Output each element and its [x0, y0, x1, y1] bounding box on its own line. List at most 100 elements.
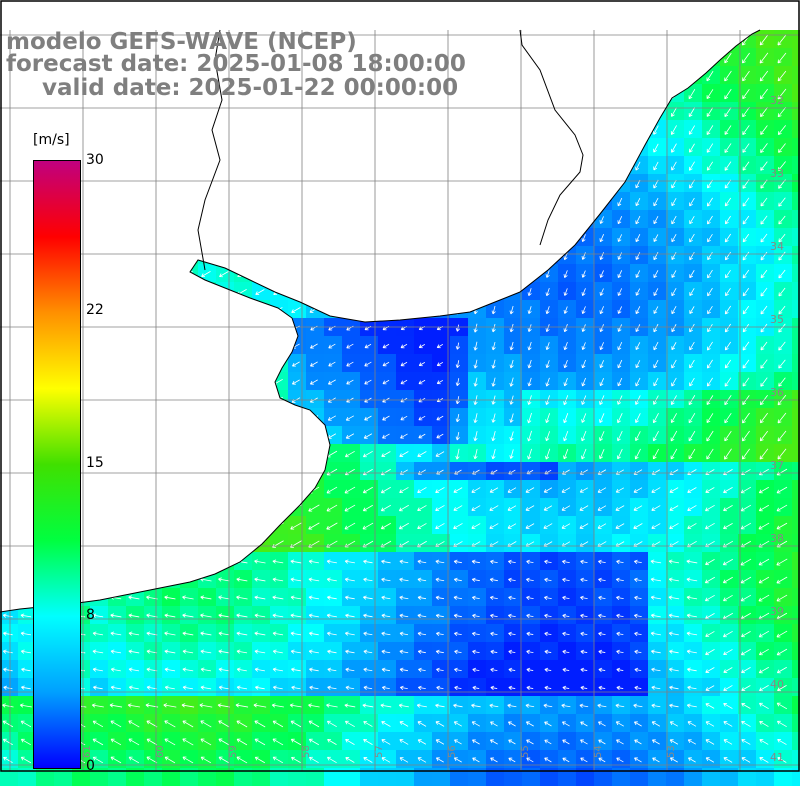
wind-arrow-icon — [527, 430, 532, 442]
wind-arrow-icon — [705, 757, 715, 763]
wind-arrow-icon — [633, 703, 643, 708]
wind-speed-cell — [288, 588, 306, 606]
wind-arrow-icon — [200, 667, 212, 672]
wind-arrow-icon — [598, 559, 606, 564]
wind-arrow-icon — [687, 685, 697, 690]
wind-speed-cell — [630, 426, 648, 444]
wind-arrow-icon — [473, 413, 478, 424]
wind-arrow-icon — [563, 252, 568, 261]
wind-arrow-icon — [599, 252, 604, 260]
wind-arrow-icon — [669, 523, 679, 530]
wind-arrow-icon — [164, 649, 176, 654]
wind-speed-cell — [522, 696, 540, 714]
wind-arrow-icon — [707, 215, 713, 225]
wind-arrow-icon — [526, 649, 534, 654]
wind-speed-cell — [306, 552, 324, 570]
wind-arrow-icon — [543, 487, 553, 493]
wind-arrow-icon — [669, 685, 679, 690]
wind-speed-cell — [486, 372, 504, 390]
wind-arrow-icon — [634, 739, 642, 745]
wind-speed-cell — [90, 606, 108, 624]
wind-arrow-icon — [599, 413, 605, 424]
wind-arrow-icon — [400, 343, 408, 349]
wind-arrow-icon — [400, 415, 408, 421]
wind-arrow-icon — [509, 359, 514, 369]
wind-speed-cell — [594, 264, 612, 282]
wind-arrow-icon — [722, 558, 734, 566]
wind-speed-cell — [576, 732, 594, 750]
wind-speed-cell — [162, 750, 180, 768]
wind-arrow-icon — [562, 757, 570, 763]
wind-speed-cell — [756, 696, 774, 714]
wind-arrow-icon — [616, 412, 623, 424]
wind-arrow-icon — [760, 359, 768, 369]
wind-arrow-icon — [760, 215, 768, 225]
wind-speed-cell — [324, 750, 342, 768]
wind-arrow-icon — [453, 487, 463, 493]
wind-speed-cell — [612, 192, 630, 210]
wind-speed-cell — [414, 552, 432, 570]
wind-arrow-icon — [705, 685, 715, 691]
wind-arrow-icon — [615, 721, 624, 727]
wind-speed-cell — [270, 552, 288, 570]
wind-speed-cell — [648, 372, 666, 390]
wind-arrow-icon — [217, 703, 231, 708]
wind-speed-cell — [666, 750, 684, 768]
latitude-label: 33 — [770, 167, 784, 180]
wind-speed-cell — [378, 570, 396, 588]
wind-arrow-icon — [617, 234, 623, 242]
wind-arrow-icon — [723, 630, 733, 638]
wind-speed-cell — [522, 408, 540, 426]
wind-speed-cell — [90, 714, 108, 732]
wind-arrow-icon — [200, 720, 212, 728]
wind-speed-cell — [126, 660, 144, 678]
wind-speed-cell — [450, 768, 468, 786]
wind-speed-cell — [702, 732, 720, 750]
wind-arrow-icon — [669, 487, 679, 493]
wind-speed-cell — [252, 660, 270, 678]
wind-speed-cell — [612, 732, 630, 750]
wind-speed-cell — [198, 750, 216, 768]
wind-arrow-icon — [635, 252, 641, 260]
wind-arrow-icon — [724, 305, 732, 315]
wind-speed-cell — [648, 390, 666, 408]
wind-arrow-icon — [597, 487, 607, 493]
wind-arrow-icon — [778, 251, 786, 261]
wind-arrow-icon — [417, 595, 427, 600]
wind-arrow-icon — [759, 684, 769, 692]
wind-speed-cell — [522, 426, 540, 444]
wind-arrow-icon — [686, 577, 698, 582]
wind-arrow-icon — [527, 306, 532, 315]
wind-arrow-icon — [777, 106, 787, 118]
wind-speed-cell — [468, 390, 486, 408]
wind-arrow-icon — [688, 757, 696, 763]
wind-arrow-icon — [742, 323, 750, 333]
wind-speed-cell — [612, 354, 630, 372]
longitude-labels: 61 60 59 58 57 56 55 54 53 — [82, 745, 677, 758]
wind-arrow-icon — [182, 649, 194, 654]
wind-speed-cell — [594, 354, 612, 372]
wind-speed-cell — [576, 390, 594, 408]
wind-speed-cell — [630, 228, 648, 246]
wind-arrow-icon — [760, 125, 768, 135]
wind-arrow-icon — [398, 703, 409, 708]
wind-arrow-icon — [418, 415, 426, 421]
wind-arrow-icon — [706, 143, 714, 153]
wind-arrow-icon — [599, 234, 605, 243]
wind-speed-cell — [594, 336, 612, 354]
wind-speed-cell — [576, 552, 594, 570]
wind-arrow-icon — [653, 216, 659, 225]
wind-speed-cell — [324, 552, 342, 570]
wind-arrow-icon — [670, 107, 677, 117]
wind-speed-cell — [594, 246, 612, 264]
wind-arrow-icon — [689, 251, 695, 261]
wind-arrow-icon — [3, 631, 13, 636]
wind-arrow-icon — [759, 448, 769, 460]
wind-speed-cell — [648, 336, 666, 354]
wind-speed-cell — [792, 390, 800, 408]
wind-arrow-icon — [489, 487, 499, 493]
wind-arrow-icon — [759, 739, 769, 745]
wind-arrow-icon — [326, 486, 338, 494]
wind-speed-cell — [180, 750, 198, 768]
wind-arrow-icon — [705, 487, 715, 493]
